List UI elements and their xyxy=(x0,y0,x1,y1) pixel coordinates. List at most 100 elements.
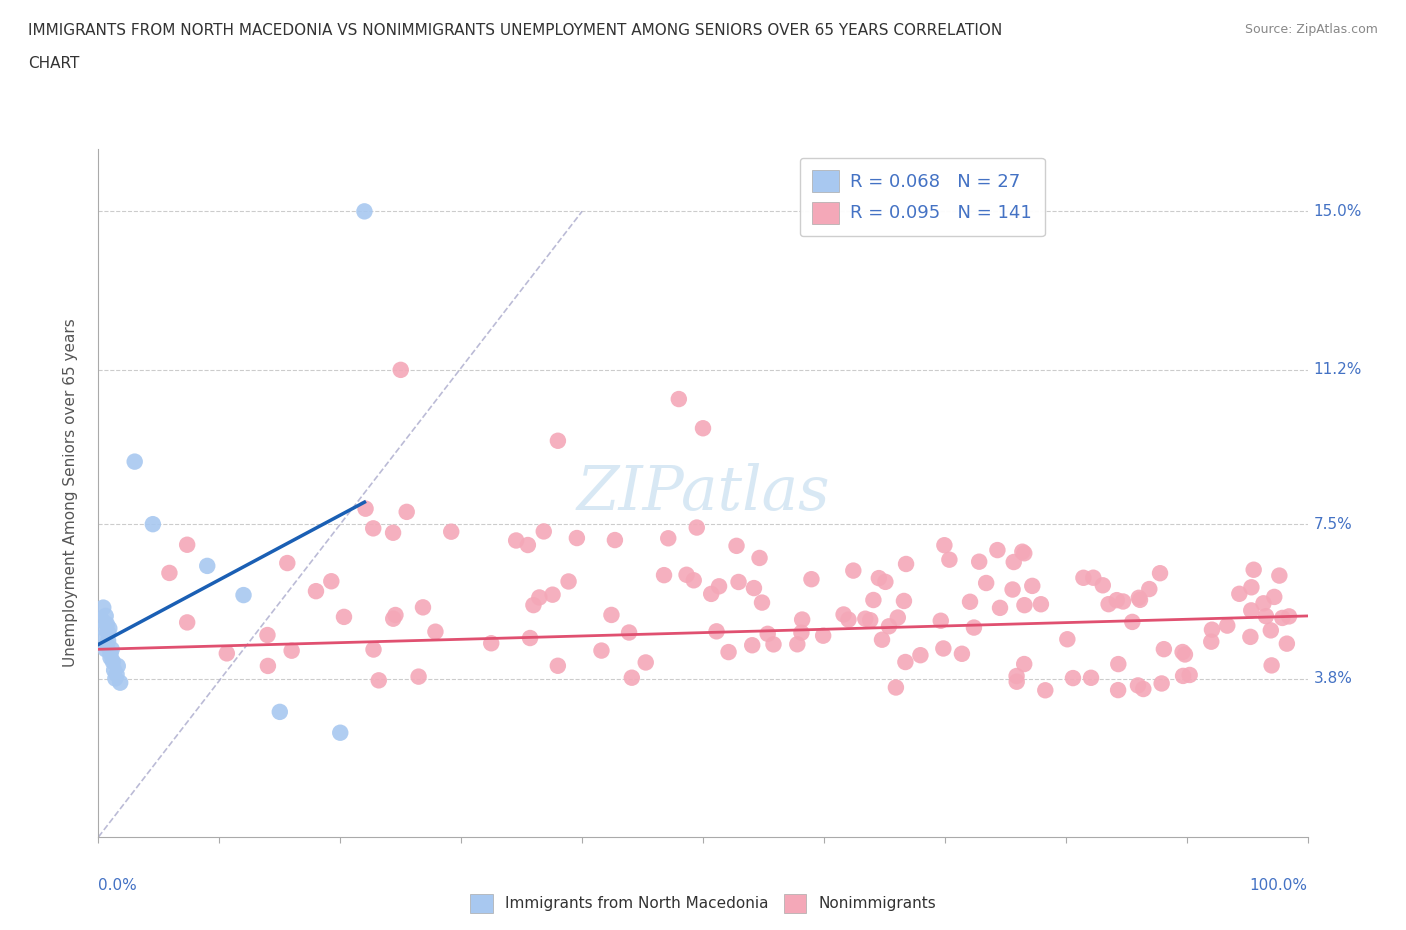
Point xyxy=(305,584,328,599)
Point xyxy=(986,542,1008,557)
Point xyxy=(103,663,125,678)
Point xyxy=(675,567,697,582)
Point xyxy=(717,644,740,659)
Point xyxy=(741,638,763,653)
Text: ZIPatlas: ZIPatlas xyxy=(576,463,830,523)
Point xyxy=(276,555,298,570)
Point xyxy=(1243,563,1265,578)
Point xyxy=(519,631,541,645)
Point xyxy=(974,576,997,591)
Point xyxy=(157,565,180,580)
Point xyxy=(94,608,117,623)
Point xyxy=(1021,578,1043,593)
Point xyxy=(617,625,640,640)
Point xyxy=(1171,669,1194,684)
Point xyxy=(105,667,128,682)
Point xyxy=(1268,568,1291,583)
Text: 11.2%: 11.2% xyxy=(1313,363,1362,378)
Point xyxy=(1129,592,1152,607)
Point xyxy=(1240,579,1263,594)
Point xyxy=(195,558,218,573)
Point xyxy=(363,642,385,657)
Point xyxy=(893,593,915,608)
Point xyxy=(950,646,973,661)
Point xyxy=(395,504,418,519)
Point xyxy=(425,624,447,639)
Point xyxy=(361,521,384,536)
Point xyxy=(1112,594,1135,609)
Point xyxy=(1260,658,1282,672)
Point xyxy=(533,524,555,538)
Point xyxy=(1126,678,1149,693)
Point xyxy=(96,638,118,653)
Point xyxy=(100,650,122,665)
Point xyxy=(1171,644,1194,659)
Point xyxy=(1201,622,1223,637)
Point xyxy=(108,675,131,690)
Point xyxy=(1029,597,1052,612)
Point xyxy=(97,625,120,640)
Point xyxy=(668,392,690,406)
Point xyxy=(93,630,115,644)
Point xyxy=(329,725,352,740)
Point xyxy=(1121,615,1143,630)
Point xyxy=(256,628,278,643)
Point xyxy=(862,592,884,607)
Point xyxy=(600,607,623,622)
Point xyxy=(547,658,569,673)
Point xyxy=(382,525,405,540)
Point xyxy=(98,621,121,636)
Point xyxy=(505,533,527,548)
Point xyxy=(107,658,129,673)
Point xyxy=(547,433,569,448)
Point xyxy=(1033,683,1056,698)
Point xyxy=(1083,570,1105,585)
Point xyxy=(1132,682,1154,697)
Point xyxy=(1011,544,1033,559)
Point xyxy=(1153,642,1175,657)
Point xyxy=(792,612,814,627)
Point xyxy=(657,531,679,546)
Point xyxy=(100,646,122,661)
Point xyxy=(1107,683,1129,698)
Point xyxy=(100,642,122,657)
Point xyxy=(522,598,544,613)
Point xyxy=(1199,634,1222,649)
Point xyxy=(837,612,859,627)
Point xyxy=(124,454,146,469)
Point xyxy=(938,552,960,567)
Point xyxy=(929,613,952,628)
Point xyxy=(353,204,375,219)
Point xyxy=(868,571,890,586)
Point xyxy=(811,629,834,644)
Point xyxy=(725,538,748,553)
Point xyxy=(1174,647,1197,662)
Point xyxy=(440,525,463,539)
Point xyxy=(751,595,773,610)
Point xyxy=(176,538,198,552)
Point xyxy=(96,617,118,631)
Point xyxy=(104,671,127,686)
Point xyxy=(321,574,343,589)
Point xyxy=(384,607,406,622)
Point xyxy=(963,620,986,635)
Point xyxy=(1254,609,1277,624)
Point xyxy=(1005,669,1028,684)
Point xyxy=(853,611,876,626)
Point xyxy=(215,646,238,661)
Point xyxy=(967,554,990,569)
Point xyxy=(412,600,434,615)
Point xyxy=(408,670,430,684)
Point xyxy=(232,588,254,603)
Point xyxy=(1012,546,1035,561)
Point xyxy=(1253,596,1275,611)
Point xyxy=(382,611,405,626)
Point xyxy=(959,594,981,609)
Point xyxy=(706,624,728,639)
Point xyxy=(1073,570,1095,585)
Point xyxy=(1137,581,1160,596)
Point xyxy=(686,520,709,535)
Point xyxy=(1128,591,1150,605)
Point xyxy=(877,618,900,633)
Point xyxy=(142,517,165,532)
